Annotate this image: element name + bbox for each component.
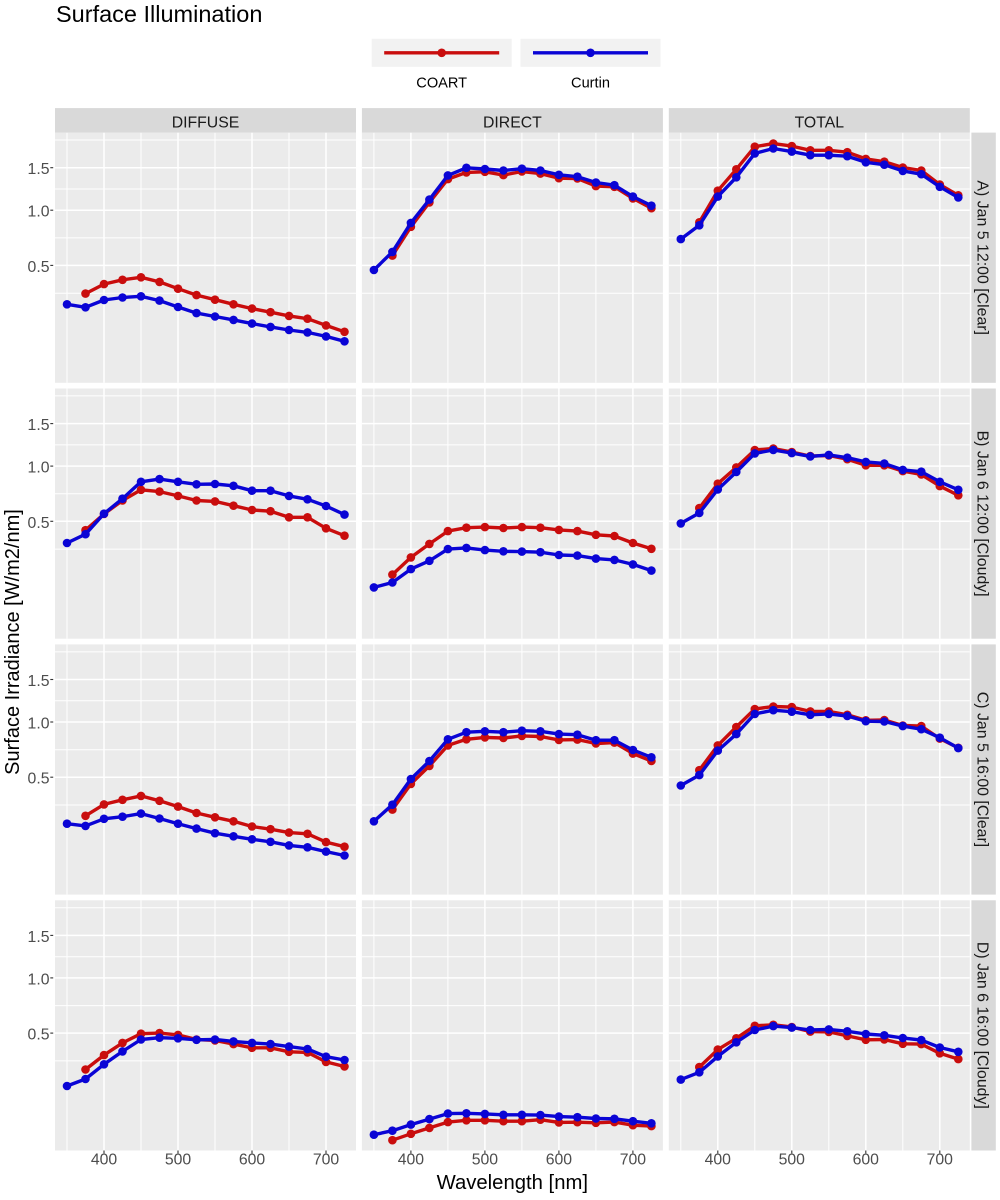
svg-text:C) Jan 5 16:00 [Clear]: C) Jan 5 16:00 [Clear] [974,692,991,847]
svg-text:Surface Irradiance [W/m2/nm]: Surface Irradiance [W/m2/nm] [2,509,24,775]
svg-text:DIRECT: DIRECT [483,115,542,132]
svg-text:0.5: 0.5 [28,1027,50,1044]
svg-text:1.5: 1.5 [28,673,50,690]
svg-text:400: 400 [705,1152,732,1169]
svg-text:600: 600 [546,1152,573,1169]
svg-text:600: 600 [853,1152,880,1169]
svg-text:Wavelength [nm]: Wavelength [nm] [437,1172,588,1194]
svg-text:1.0: 1.0 [28,971,50,988]
svg-text:700: 700 [313,1152,340,1169]
svg-text:DIFFUSE: DIFFUSE [172,115,240,132]
svg-text:500: 500 [165,1152,192,1169]
svg-text:600: 600 [239,1152,266,1169]
svg-text:1.0: 1.0 [28,204,50,221]
svg-text:1.5: 1.5 [28,929,50,946]
svg-text:1.0: 1.0 [28,460,50,477]
svg-text:COART: COART [416,75,467,91]
svg-text:700: 700 [927,1152,954,1169]
svg-text:0.5: 0.5 [28,259,50,276]
svg-text:Curtin: Curtin [571,75,610,91]
svg-text:A) Jan 5 12:00 [Clear]: A) Jan 5 12:00 [Clear] [974,180,991,335]
svg-text:0.5: 0.5 [28,771,50,788]
svg-text:1.5: 1.5 [28,161,50,178]
svg-text:B) Jan 6 12:00 [Cloudy]: B) Jan 6 12:00 [Cloudy] [974,431,991,597]
svg-text:0.5: 0.5 [28,515,50,532]
svg-text:400: 400 [91,1152,118,1169]
svg-text:1.0: 1.0 [28,716,50,733]
svg-text:500: 500 [472,1152,499,1169]
svg-text:Surface Illumination: Surface Illumination [56,1,262,27]
svg-text:1.5: 1.5 [28,417,50,434]
svg-text:D) Jan 6 16:00 [Cloudy]: D) Jan 6 16:00 [Cloudy] [974,942,991,1109]
svg-text:TOTAL: TOTAL [795,115,845,132]
svg-text:400: 400 [398,1152,425,1169]
svg-text:700: 700 [620,1152,647,1169]
svg-text:500: 500 [779,1152,806,1169]
